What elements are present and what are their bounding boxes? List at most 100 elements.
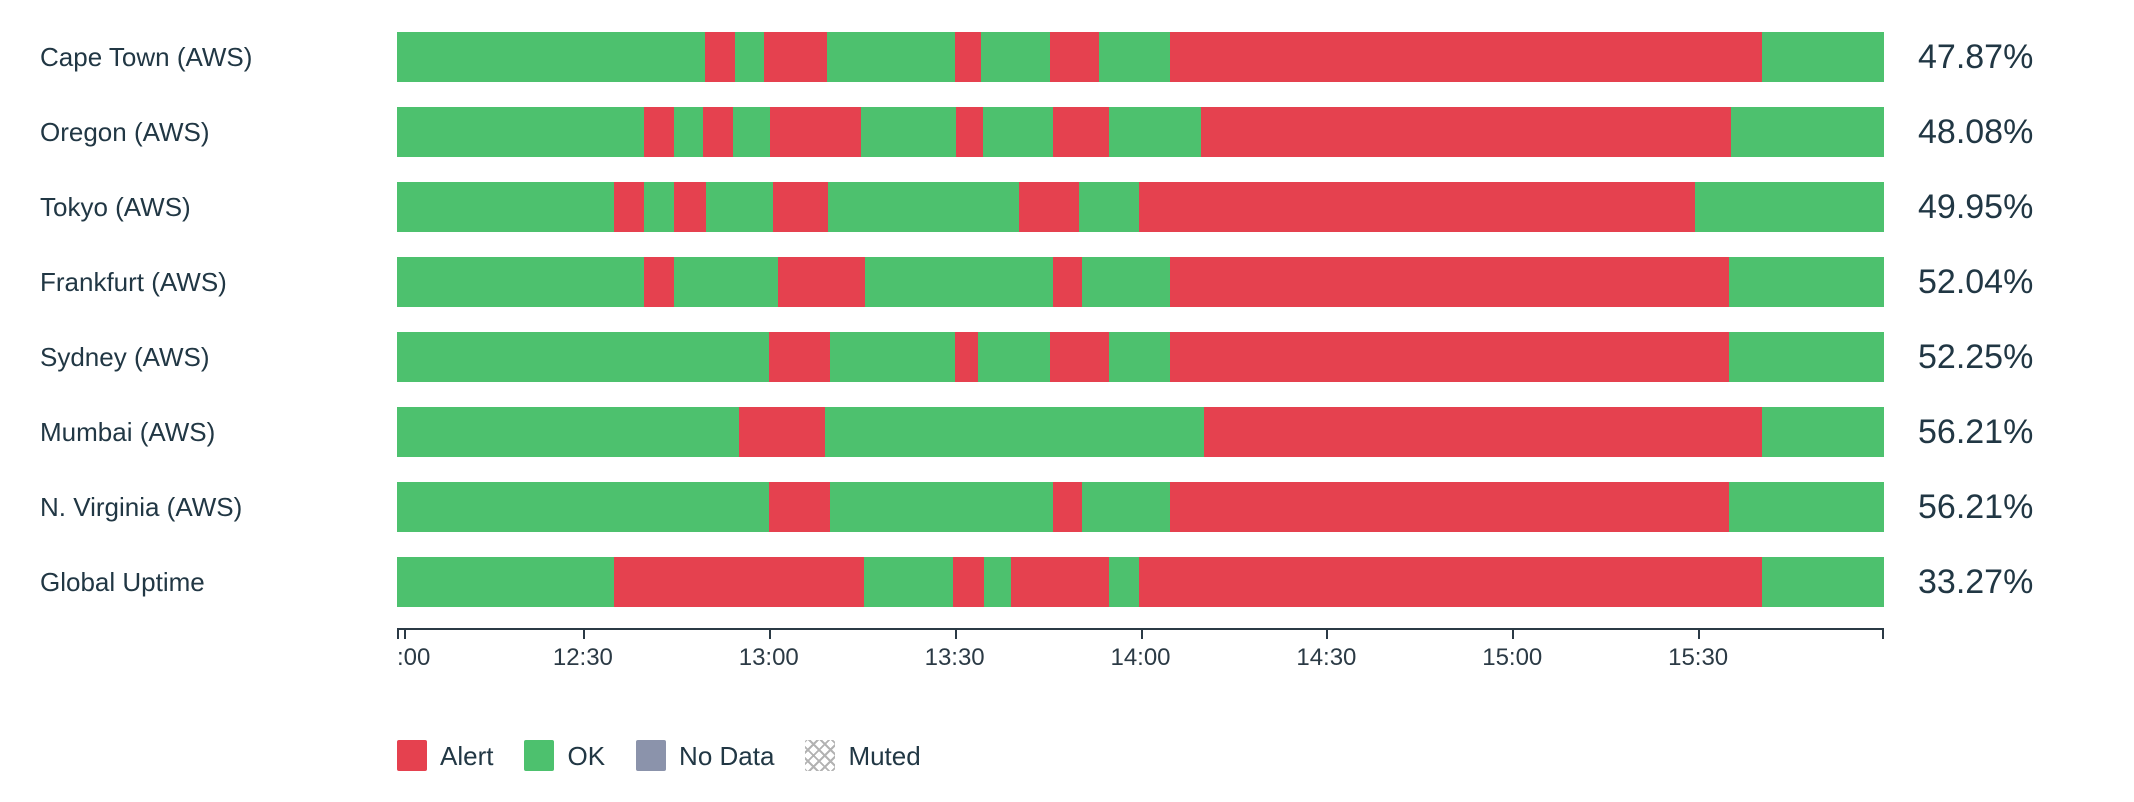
segment-ok[interactable]	[1729, 257, 1884, 307]
segment-alert[interactable]	[1170, 32, 1762, 82]
row-label: Tokyo (AWS)	[40, 192, 191, 222]
segment-ok[interactable]	[1762, 557, 1884, 607]
axis-tick-label: 13:00	[738, 644, 799, 671]
legend-item-ok[interactable]: OK	[524, 740, 605, 771]
segment-ok[interactable]	[397, 407, 739, 457]
segment-ok[interactable]	[1729, 482, 1884, 532]
status-row: Oregon (AWS) 48.08%	[0, 107, 2134, 157]
segment-alert[interactable]	[1018, 182, 1080, 232]
segment-alert[interactable]	[1049, 332, 1110, 382]
segment-ok[interactable]	[673, 257, 778, 307]
segment-ok[interactable]	[733, 107, 771, 157]
segment-ok[interactable]	[1109, 332, 1171, 382]
segment-ok[interactable]	[643, 182, 674, 232]
segment-ok[interactable]	[397, 107, 644, 157]
segment-ok[interactable]	[828, 182, 1019, 232]
segment-alert[interactable]	[739, 407, 826, 457]
segment-ok[interactable]	[826, 32, 955, 82]
segment-alert[interactable]	[954, 32, 982, 82]
segment-alert[interactable]	[643, 107, 674, 157]
segment-alert[interactable]	[1052, 482, 1083, 532]
uptime-value: 33.27%	[1918, 563, 2034, 601]
segment-alert[interactable]	[1138, 182, 1696, 232]
axis-tick	[1698, 628, 1701, 639]
segment-ok[interactable]	[1082, 482, 1171, 532]
status-bar[interactable]	[397, 32, 1884, 82]
segment-ok[interactable]	[397, 257, 644, 307]
segment-alert[interactable]	[614, 557, 864, 607]
segment-ok[interactable]	[1729, 332, 1884, 382]
status-bar[interactable]	[397, 407, 1884, 457]
segment-ok[interactable]	[1762, 32, 1884, 82]
segment-ok[interactable]	[865, 257, 1053, 307]
segment-alert[interactable]	[773, 182, 829, 232]
segment-ok[interactable]	[1695, 182, 1884, 232]
segment-ok[interactable]	[984, 557, 1012, 607]
segment-ok[interactable]	[1098, 32, 1171, 82]
segment-ok[interactable]	[829, 332, 955, 382]
segment-alert[interactable]	[768, 482, 830, 532]
segment-ok[interactable]	[673, 107, 704, 157]
segment-ok[interactable]	[863, 557, 954, 607]
segment-ok[interactable]	[1079, 182, 1139, 232]
status-bar[interactable]	[397, 107, 1884, 157]
segment-alert[interactable]	[954, 332, 979, 382]
segment-alert[interactable]	[1052, 257, 1083, 307]
segment-ok[interactable]	[982, 107, 1053, 157]
axis-tick	[1326, 628, 1329, 639]
status-bar[interactable]	[397, 182, 1884, 232]
segment-alert[interactable]	[643, 257, 674, 307]
segment-ok[interactable]	[981, 32, 1050, 82]
segment-alert[interactable]	[1170, 257, 1730, 307]
status-bar[interactable]	[397, 557, 1884, 607]
segment-alert[interactable]	[1201, 107, 1731, 157]
segment-ok[interactable]	[978, 332, 1050, 382]
legend-item-muted[interactable]: Muted	[805, 740, 921, 771]
segment-alert[interactable]	[1170, 482, 1730, 532]
status-bar[interactable]	[397, 332, 1884, 382]
segment-ok[interactable]	[397, 557, 615, 607]
segment-alert[interactable]	[777, 257, 866, 307]
segment-alert[interactable]	[614, 182, 644, 232]
muted-swatch-icon	[805, 740, 836, 771]
legend-label: OK	[567, 740, 606, 771]
axis-tick-label: 14:30	[1296, 644, 1357, 671]
segment-ok[interactable]	[1762, 407, 1884, 457]
segment-alert[interactable]	[1011, 557, 1110, 607]
segment-ok[interactable]	[1730, 107, 1884, 157]
segment-alert[interactable]	[768, 332, 830, 382]
segment-ok[interactable]	[825, 407, 1205, 457]
segment-alert[interactable]	[1204, 407, 1763, 457]
segment-ok[interactable]	[397, 182, 615, 232]
segment-alert[interactable]	[704, 32, 735, 82]
row-label: Frankfurt (AWS)	[40, 267, 227, 297]
segment-ok[interactable]	[397, 332, 769, 382]
status-bar[interactable]	[397, 257, 1884, 307]
segment-alert[interactable]	[1049, 32, 1099, 82]
segment-ok[interactable]	[1082, 257, 1171, 307]
segment-ok[interactable]	[1109, 107, 1202, 157]
segment-alert[interactable]	[1138, 557, 1763, 607]
segment-ok[interactable]	[397, 32, 705, 82]
legend-item-no-data[interactable]: No Data	[636, 740, 774, 771]
axis-tick	[768, 628, 771, 639]
segment-ok[interactable]	[397, 482, 769, 532]
segment-ok[interactable]	[860, 107, 957, 157]
segment-alert[interactable]	[673, 182, 707, 232]
segment-alert[interactable]	[956, 107, 983, 157]
segment-alert[interactable]	[1052, 107, 1110, 157]
uptime-value: 52.25%	[1918, 338, 2034, 376]
segment-alert[interactable]	[703, 107, 734, 157]
segment-ok[interactable]	[706, 182, 774, 232]
row-label: Global Uptime	[40, 567, 205, 597]
segment-alert[interactable]	[953, 557, 985, 607]
segment-ok[interactable]	[829, 482, 1053, 532]
row-label: Oregon (AWS)	[40, 117, 210, 147]
segment-alert[interactable]	[1170, 332, 1730, 382]
segment-alert[interactable]	[770, 107, 861, 157]
segment-alert[interactable]	[764, 32, 827, 82]
legend-item-alert[interactable]: Alert	[397, 740, 493, 771]
segment-ok[interactable]	[1109, 557, 1139, 607]
segment-ok[interactable]	[734, 32, 765, 82]
status-bar[interactable]	[397, 482, 1884, 532]
